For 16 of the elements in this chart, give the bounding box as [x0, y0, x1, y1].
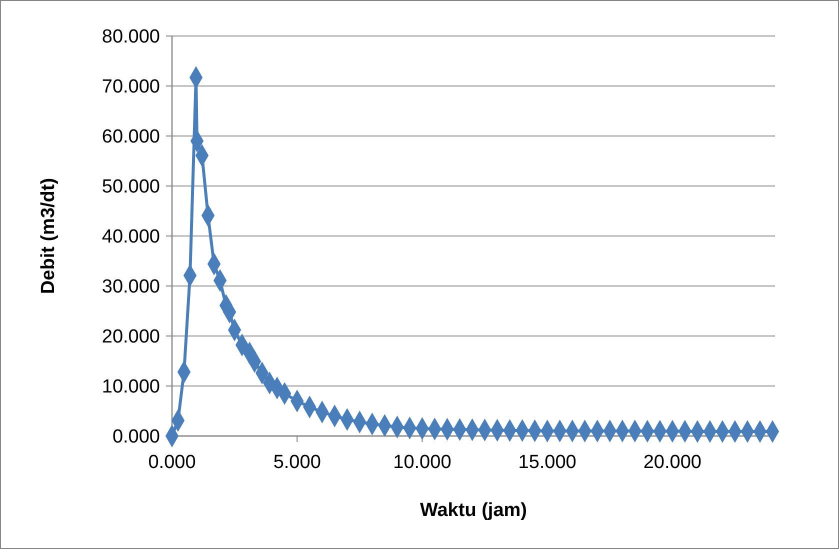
y-tick-label: 30.000: [102, 276, 160, 298]
y-tick-label: 70.000: [102, 76, 160, 98]
y-tick-label: 10.000: [102, 376, 160, 398]
y-axis-title: Debit (m3/dt): [38, 178, 59, 294]
x-axis-title: Waktu (jam): [420, 500, 527, 521]
y-tick-label: 80.000: [102, 26, 160, 48]
y-tick-label: 60.000: [102, 126, 160, 148]
x-tick-label: 0.000: [148, 452, 196, 473]
y-tick-label: 20.000: [102, 326, 160, 348]
y-tick-label: 50.000: [102, 176, 160, 198]
x-tick-label: 10.000: [393, 452, 452, 473]
x-tick-label: 5.000: [273, 452, 321, 473]
y-tick-label: 0.000: [112, 426, 160, 448]
x-tick-label: 15.000: [518, 452, 576, 473]
x-tick-label: 20.000: [643, 452, 702, 473]
y-tick-label: 40.000: [102, 226, 160, 248]
